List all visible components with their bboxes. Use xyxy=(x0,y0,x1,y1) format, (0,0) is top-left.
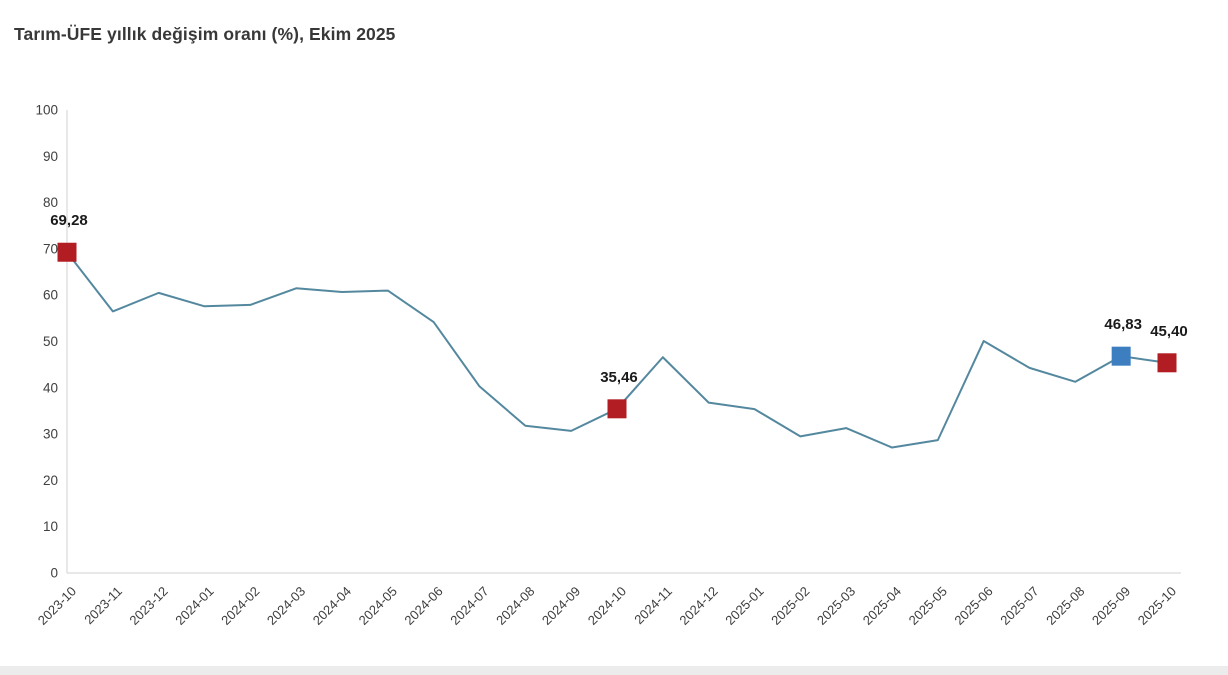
x-tick-label: 2025-03 xyxy=(814,584,858,628)
x-tick-label: 2024-07 xyxy=(447,584,491,628)
y-tick-label: 20 xyxy=(43,473,58,488)
x-tick-label: 2024-08 xyxy=(493,584,537,628)
point-value-label-2025-10: 45,40 xyxy=(1150,323,1188,340)
footer-strip xyxy=(0,666,1228,675)
x-tick-label: 2024-01 xyxy=(172,584,216,628)
x-tick-label: 2025-06 xyxy=(951,584,995,628)
y-tick-label: 30 xyxy=(43,427,58,442)
x-tick-label: 2025-05 xyxy=(906,584,950,628)
point-value-label-2025-09: 46,83 xyxy=(1104,316,1142,333)
chart-title: Tarım-ÜFE yıllık değişim oranı (%), Ekim… xyxy=(14,24,396,44)
x-tick-label: 2023-12 xyxy=(126,584,170,628)
y-tick-label: 100 xyxy=(35,103,58,118)
y-tick-label: 10 xyxy=(43,519,58,534)
highlight-marker-2025-10 xyxy=(1157,353,1177,373)
x-tick-label: 2024-04 xyxy=(310,584,354,628)
x-tick-label: 2024-06 xyxy=(401,584,445,628)
point-value-label-2023-10: 69,28 xyxy=(50,212,88,229)
x-tick-label: 2025-01 xyxy=(722,584,766,628)
y-tick-label: 0 xyxy=(50,566,58,581)
x-tick-label: 2024-10 xyxy=(585,584,629,628)
y-tick-label: 70 xyxy=(43,241,58,256)
x-tick-label: 2024-03 xyxy=(264,584,308,628)
x-tick-label: 2024-05 xyxy=(356,584,400,628)
x-tick-label: 2023-10 xyxy=(35,584,79,628)
x-tick-label: 2023-11 xyxy=(81,584,125,628)
highlight-marker-2023-10 xyxy=(57,242,77,262)
x-tick-label: 2025-02 xyxy=(768,584,812,628)
x-tick-label: 2025-09 xyxy=(1089,584,1133,628)
point-value-label-2024-10: 35,46 xyxy=(600,369,638,386)
y-tick-label: 90 xyxy=(43,149,58,164)
y-tick-label: 50 xyxy=(43,334,58,349)
x-tick-label: 2025-10 xyxy=(1135,584,1179,628)
y-tick-label: 80 xyxy=(43,195,58,210)
y-tick-label: 60 xyxy=(43,288,58,303)
x-tick-label: 2024-02 xyxy=(218,584,262,628)
highlight-marker-2024-10 xyxy=(607,399,627,419)
x-tick-label: 2024-11 xyxy=(631,584,675,628)
x-tick-label: 2024-12 xyxy=(676,584,720,628)
x-tick-label: 2024-09 xyxy=(539,584,583,628)
x-tick-label: 2025-08 xyxy=(1043,584,1087,628)
x-tick-label: 2025-04 xyxy=(860,584,904,628)
highlight-marker-2025-09 xyxy=(1111,346,1131,366)
x-tick-label: 2025-07 xyxy=(997,584,1041,628)
y-tick-label: 40 xyxy=(43,380,58,395)
